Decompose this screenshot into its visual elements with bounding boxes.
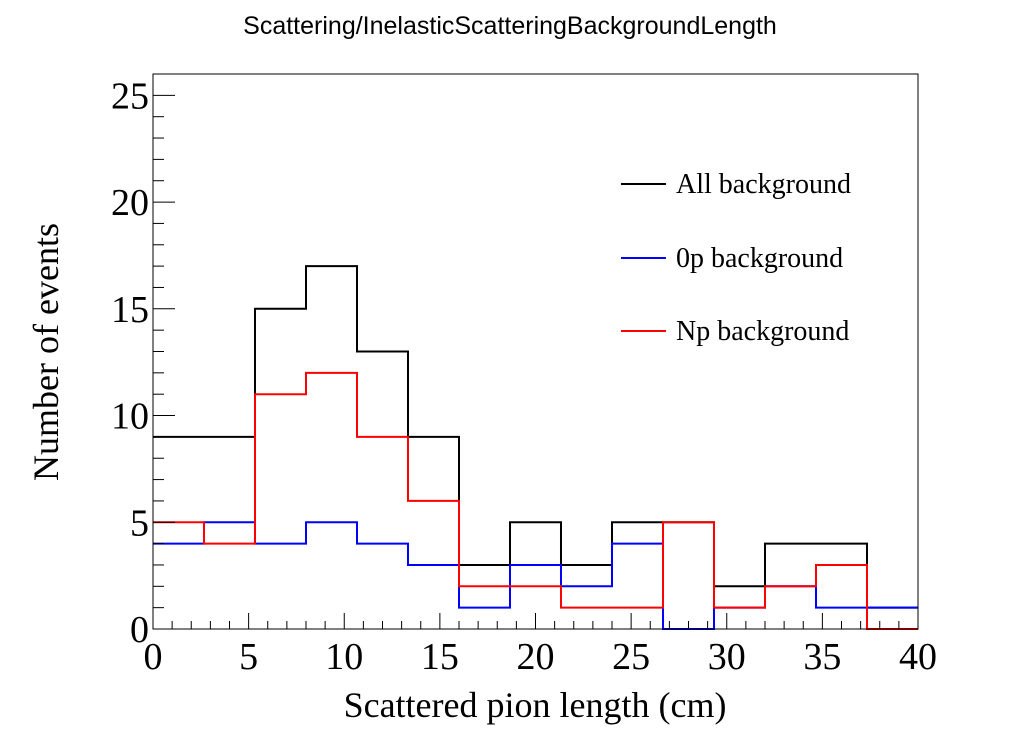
legend-label-2: Np background — [676, 316, 849, 347]
legend: All background 0p background Np background — [621, 169, 851, 347]
series-line-1 — [153, 521, 918, 630]
y-tick-label: 10 — [111, 396, 149, 438]
x-tick-label: 10 — [325, 636, 363, 678]
y-tick-label: 25 — [111, 75, 149, 117]
x-tick-label: 5 — [239, 636, 258, 678]
series-layer — [153, 265, 918, 630]
x-tick-label: 15 — [421, 636, 459, 678]
legend-label-1: 0p background — [676, 243, 843, 274]
x-tick-label: 30 — [708, 636, 746, 678]
series-line-0 — [153, 265, 918, 609]
axis-layer: 0 5 10 15 20 25 30 35 40 0 5 10 15 20 25 — [111, 73, 937, 678]
x-axis-label: Scattered pion length (cm) — [344, 685, 727, 725]
legend-label-0: All background — [676, 169, 851, 200]
x-tick-label: 20 — [517, 636, 555, 678]
y-tick-label: 5 — [130, 502, 149, 544]
series-line-2 — [153, 371, 918, 630]
plot-frame — [152, 73, 919, 630]
x-tick-label: 0 — [144, 636, 163, 678]
chart-title: Scattering/InelasticScatteringBackground… — [243, 12, 777, 40]
y-tick-label: 20 — [111, 182, 149, 224]
x-tick-label: 40 — [899, 636, 937, 678]
y-axis-label: Number of events — [26, 223, 66, 481]
x-tick-label: 25 — [612, 636, 650, 678]
y-tick-label: 15 — [111, 289, 149, 331]
y-tick-label: 0 — [130, 609, 149, 651]
x-tick-label: 35 — [803, 636, 841, 678]
